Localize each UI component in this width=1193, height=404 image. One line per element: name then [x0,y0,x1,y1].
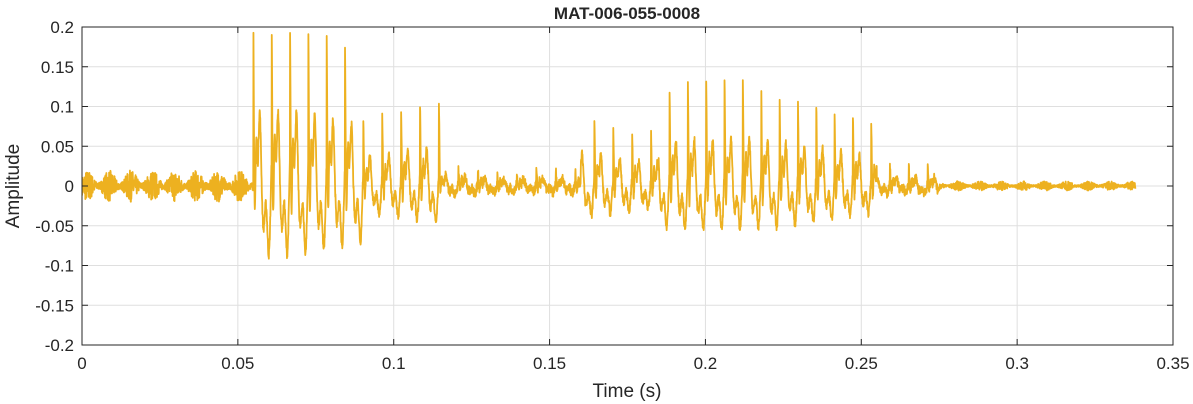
y-tick-label: -0.2 [45,336,74,355]
x-axis-label: Time (s) [593,381,662,402]
y-tick-label: 0.1 [50,98,74,117]
x-tick-label: 0.25 [845,354,878,373]
x-axis: 0 0.05 0.1 0.15 0.2 0.25 0.3 0.35 [77,27,1190,373]
y-axis: -0.2 -0.15 -0.1 -0.05 0 0.05 0.1 0.15 0.2 [35,18,1173,355]
x-tick-label: 0.35 [1156,354,1189,373]
y-tick-label: 0.05 [41,137,74,156]
x-tick-label: 0.1 [382,354,406,373]
y-tick-label: -0.15 [35,296,74,315]
y-tick-label: 0 [65,177,74,196]
x-tick-label: 0.3 [1005,354,1029,373]
y-axis-label: Amplitude [3,144,24,229]
y-tick-label: 0.15 [41,58,74,77]
x-tick-label: 0.2 [694,354,718,373]
y-tick-label: -0.05 [35,217,74,236]
waveform-line [82,31,1137,260]
y-tick-label: 0.2 [50,18,74,37]
x-tick-label: 0.15 [533,354,566,373]
x-tick-label: 0 [77,354,86,373]
chart-title: MAT-006-055-0008 [554,4,700,23]
y-tick-label: -0.1 [45,257,74,276]
x-tick-label: 0.05 [221,354,254,373]
